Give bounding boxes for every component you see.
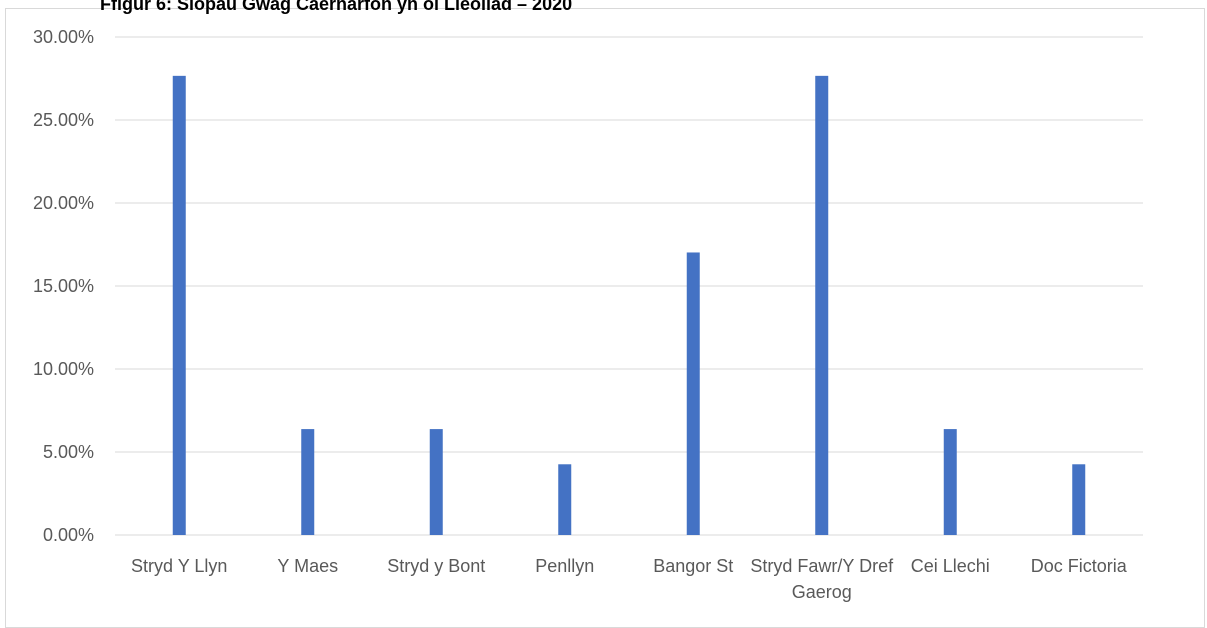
gridlines <box>115 36 1143 536</box>
x-tick-label: Cei Llechi <box>911 556 990 576</box>
x-tick-label: Doc Fictoria <box>1031 556 1128 576</box>
x-tick-label: Y Maes <box>277 556 338 576</box>
bar <box>815 75 829 536</box>
x-tick-label: Stryd Fawr/Y Dref Gaerog <box>750 556 894 602</box>
y-axis-tick-labels: 0.00% 5.00% 10.00% 15.00% 20.00% 25.00% 30.00% <box>33 27 94 545</box>
y-tick-label: 30.00% <box>33 27 94 47</box>
bar <box>172 75 186 536</box>
bars <box>172 75 1086 536</box>
bar <box>558 464 572 535</box>
x-axis-tick-labels: Stryd Y Llyn Y Maes Stryd y Bont Penllyn Ban… <box>131 556 1128 602</box>
x-tick-label: Penllyn <box>535 556 594 576</box>
bar <box>429 429 443 535</box>
y-tick-label: 15.00% <box>33 276 94 296</box>
bar <box>686 252 700 535</box>
x-tick-label: Stryd y Bont <box>387 556 485 576</box>
y-tick-label: 10.00% <box>33 359 94 379</box>
bar <box>943 429 957 535</box>
chart-title: Ffigur 6: Siopau Gwag Caernarfon yn ôl L… <box>100 0 573 14</box>
bar <box>1072 464 1086 535</box>
y-tick-label: 0.00% <box>43 525 94 545</box>
y-tick-label: 25.00% <box>33 110 94 130</box>
bar <box>301 429 315 535</box>
x-tick-label: Bangor St <box>653 556 733 576</box>
y-tick-label: 5.00% <box>43 442 94 462</box>
x-tick-label: Stryd Y Llyn <box>131 556 227 576</box>
y-tick-label: 20.00% <box>33 193 94 213</box>
